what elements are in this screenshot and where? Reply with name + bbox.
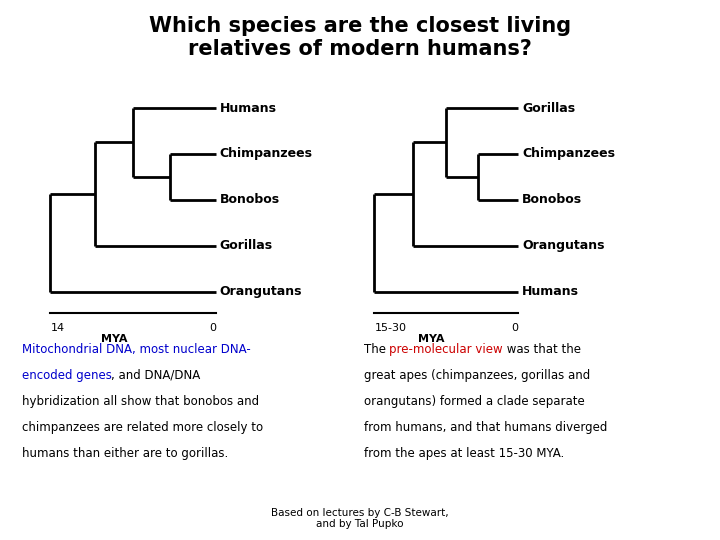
Text: 14: 14 bbox=[50, 323, 65, 333]
Text: Humans: Humans bbox=[220, 102, 276, 114]
Text: Chimpanzees: Chimpanzees bbox=[220, 147, 312, 160]
Text: great apes (chimpanzees, gorillas and: great apes (chimpanzees, gorillas and bbox=[364, 369, 590, 382]
Text: Humans: Humans bbox=[522, 285, 579, 298]
Text: 0: 0 bbox=[209, 323, 216, 333]
Text: Bonobos: Bonobos bbox=[220, 193, 280, 206]
Text: Gorillas: Gorillas bbox=[220, 239, 273, 252]
Text: Mitochondrial DNA, most nuclear DNA-: Mitochondrial DNA, most nuclear DNA- bbox=[22, 343, 251, 356]
Text: chimpanzees are related more closely to: chimpanzees are related more closely to bbox=[22, 421, 263, 434]
Text: encoded genes: encoded genes bbox=[22, 369, 112, 382]
Text: MYA: MYA bbox=[101, 334, 127, 344]
Text: Chimpanzees: Chimpanzees bbox=[522, 147, 615, 160]
Text: pre-molecular view: pre-molecular view bbox=[390, 343, 503, 356]
Text: humans than either are to gorillas.: humans than either are to gorillas. bbox=[22, 447, 228, 460]
Text: was that the: was that the bbox=[503, 343, 581, 356]
Text: Which species are the closest living
relatives of modern humans?: Which species are the closest living rel… bbox=[149, 16, 571, 59]
Text: 0: 0 bbox=[511, 323, 518, 333]
Text: 15-30: 15-30 bbox=[374, 323, 406, 333]
Text: Bonobos: Bonobos bbox=[522, 193, 582, 206]
Text: orangutans) formed a clade separate: orangutans) formed a clade separate bbox=[364, 395, 585, 408]
Text: Based on lectures by C-B Stewart,
and by Tal Pupko: Based on lectures by C-B Stewart, and by… bbox=[271, 508, 449, 529]
Text: MYA: MYA bbox=[418, 334, 444, 344]
Text: from the apes at least 15-30 MYA.: from the apes at least 15-30 MYA. bbox=[364, 447, 564, 460]
Text: hybridization all show that bonobos and: hybridization all show that bonobos and bbox=[22, 395, 258, 408]
Text: The: The bbox=[364, 343, 390, 356]
Text: , and DNA/DNA: , and DNA/DNA bbox=[112, 369, 201, 382]
Text: Orangutans: Orangutans bbox=[220, 285, 302, 298]
Text: Gorillas: Gorillas bbox=[522, 102, 575, 114]
Text: Orangutans: Orangutans bbox=[522, 239, 605, 252]
Text: from humans, and that humans diverged: from humans, and that humans diverged bbox=[364, 421, 607, 434]
